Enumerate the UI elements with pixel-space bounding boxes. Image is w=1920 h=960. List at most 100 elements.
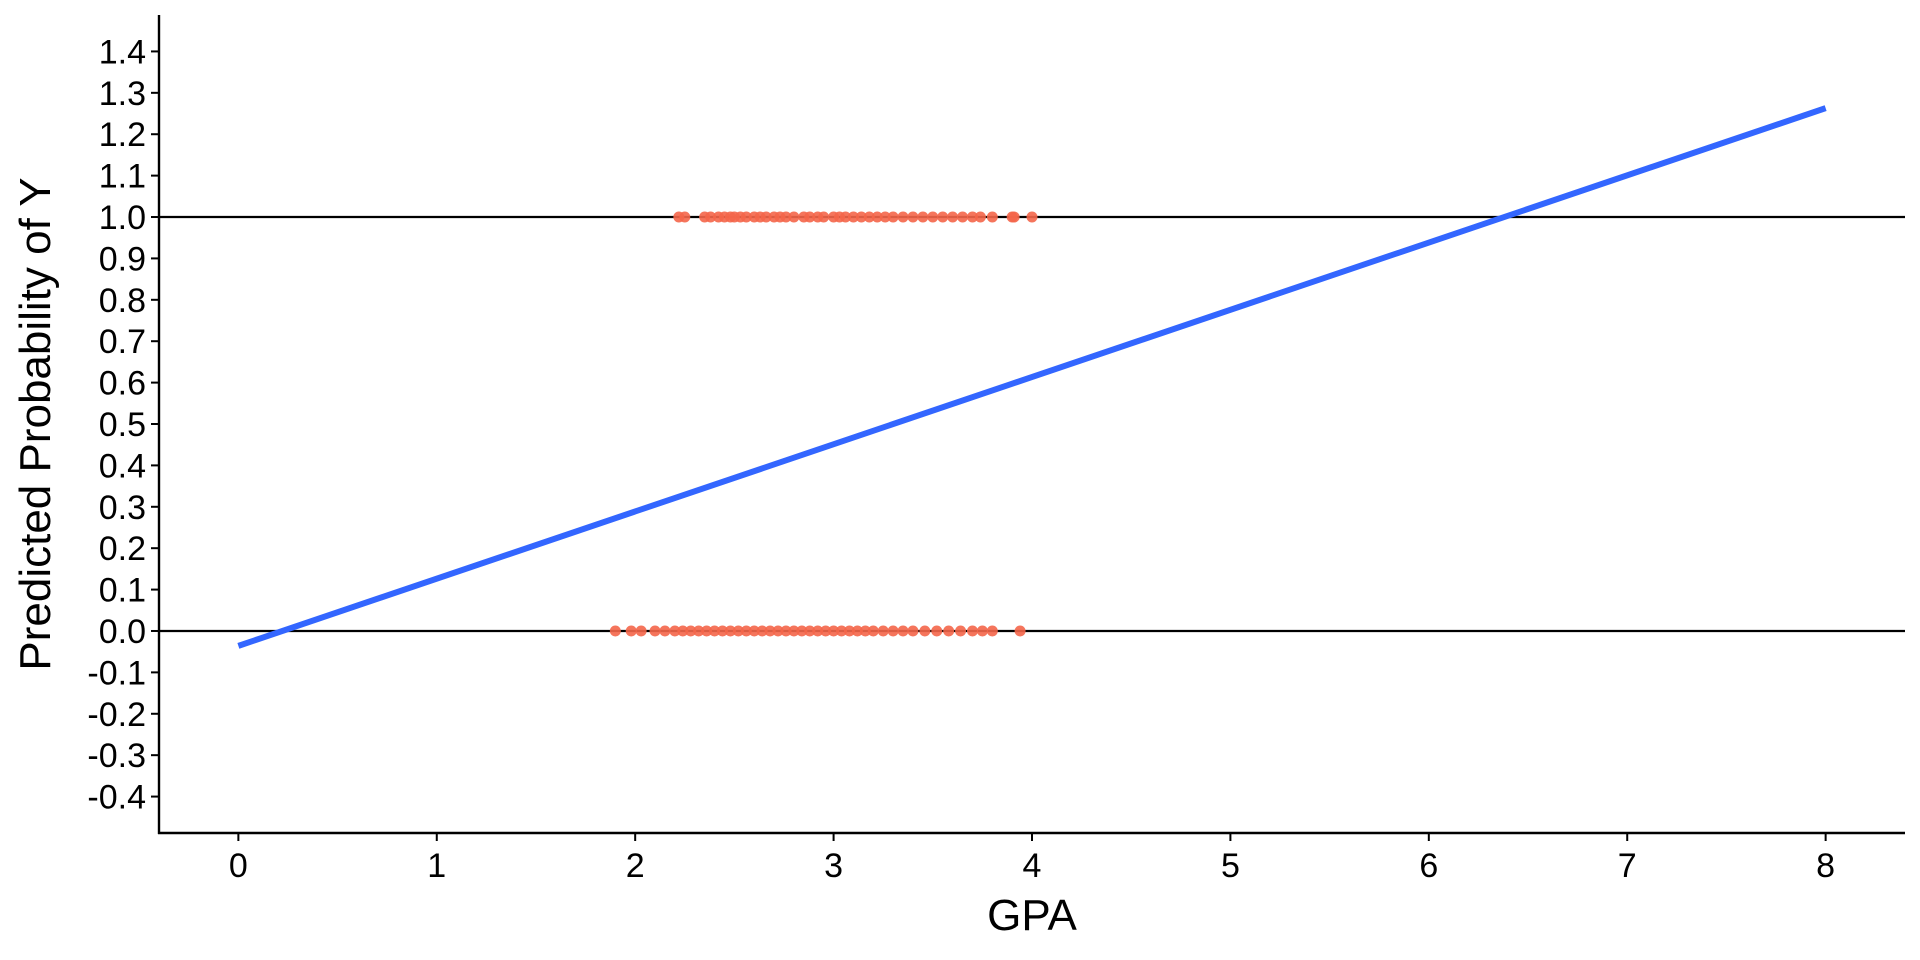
y-tick-label: 0.7 bbox=[99, 323, 146, 361]
y-tick-label: 0.3 bbox=[99, 489, 146, 527]
data-point bbox=[859, 625, 871, 637]
y-tick-label: 0.0 bbox=[99, 613, 146, 651]
data-point bbox=[828, 625, 840, 637]
data-point bbox=[701, 625, 713, 637]
data-point bbox=[732, 625, 744, 637]
y-tick-label: 0.1 bbox=[99, 572, 146, 610]
data-point bbox=[943, 625, 955, 637]
data-point bbox=[986, 625, 998, 637]
data-point bbox=[772, 625, 784, 637]
data-point bbox=[764, 625, 776, 637]
data-point bbox=[693, 625, 705, 637]
data-point bbox=[907, 625, 919, 637]
x-tick-label: 8 bbox=[1816, 847, 1835, 885]
y-tick-label: 1.4 bbox=[99, 33, 146, 71]
y-tick-label: 0.9 bbox=[99, 240, 146, 278]
data-point bbox=[812, 625, 824, 637]
data-point bbox=[760, 211, 772, 223]
x-tick-label: 5 bbox=[1221, 847, 1240, 885]
data-point bbox=[897, 625, 909, 637]
data-point bbox=[907, 211, 919, 223]
data-point bbox=[649, 625, 661, 637]
y-tick-label: -0.4 bbox=[87, 779, 146, 817]
data-point bbox=[937, 211, 949, 223]
data-point bbox=[871, 211, 883, 223]
data-point bbox=[740, 211, 752, 223]
y-tick-label: -0.2 bbox=[87, 696, 146, 734]
data-point bbox=[917, 211, 929, 223]
data-point bbox=[867, 625, 879, 637]
data-point bbox=[820, 625, 832, 637]
data-point bbox=[855, 211, 867, 223]
y-tick-label: 0.6 bbox=[99, 365, 146, 403]
y-tick-label: -0.3 bbox=[87, 737, 146, 775]
y-tick-label: 1.0 bbox=[99, 199, 146, 237]
data-point bbox=[887, 625, 899, 637]
y-tick-label: 0.5 bbox=[99, 406, 146, 444]
y-tick-label: 0.2 bbox=[99, 530, 146, 568]
data-point bbox=[679, 211, 691, 223]
data-point bbox=[887, 211, 899, 223]
y-tick-label: 1.2 bbox=[99, 116, 146, 154]
data-point bbox=[843, 625, 855, 637]
data-point bbox=[974, 211, 986, 223]
data-point bbox=[1026, 211, 1038, 223]
data-point bbox=[804, 625, 816, 637]
data-point bbox=[756, 625, 768, 637]
data-point bbox=[851, 625, 863, 637]
data-point bbox=[788, 625, 800, 637]
x-tick-label: 7 bbox=[1618, 847, 1637, 885]
data-point bbox=[609, 625, 621, 637]
data-point bbox=[966, 211, 978, 223]
data-point bbox=[780, 211, 792, 223]
data-point bbox=[804, 211, 816, 223]
data-point bbox=[966, 625, 978, 637]
data-point bbox=[740, 625, 752, 637]
y-tick-label: 0.4 bbox=[99, 447, 146, 485]
data-point bbox=[677, 625, 689, 637]
data-point bbox=[955, 625, 967, 637]
y-axis-title: Predicted Probability of Y bbox=[11, 177, 60, 670]
data-point bbox=[919, 625, 931, 637]
x-tick-label: 2 bbox=[626, 847, 645, 885]
data-point bbox=[1008, 211, 1020, 223]
data-point bbox=[709, 625, 721, 637]
data-point bbox=[818, 211, 830, 223]
data-point bbox=[724, 625, 736, 637]
data-point bbox=[635, 625, 647, 637]
x-tick-label: 1 bbox=[427, 847, 446, 885]
data-point bbox=[788, 211, 800, 223]
data-point bbox=[877, 625, 889, 637]
x-tick-label: 3 bbox=[824, 847, 843, 885]
y-tick-label: -0.1 bbox=[87, 654, 146, 692]
x-tick-label: 6 bbox=[1419, 847, 1438, 885]
data-point bbox=[839, 211, 851, 223]
y-tick-label: 1.1 bbox=[99, 158, 146, 196]
fit-line bbox=[237, 105, 1827, 649]
data-point bbox=[716, 625, 728, 637]
x-tick-label: 4 bbox=[1023, 847, 1042, 885]
data-point bbox=[931, 625, 943, 637]
data-point bbox=[879, 211, 891, 223]
data-point bbox=[947, 211, 959, 223]
data-point bbox=[669, 625, 681, 637]
data-point bbox=[796, 625, 808, 637]
data-point bbox=[897, 211, 909, 223]
data-point bbox=[863, 211, 875, 223]
x-axis-title: GPA bbox=[987, 891, 1077, 940]
data-point bbox=[957, 211, 969, 223]
data-point bbox=[705, 211, 717, 223]
data-point bbox=[685, 625, 697, 637]
data-point bbox=[927, 211, 939, 223]
y-tick-label: 1.3 bbox=[99, 75, 146, 113]
data-point bbox=[986, 211, 998, 223]
data-point bbox=[659, 625, 671, 637]
data-point bbox=[748, 625, 760, 637]
x-tick-label: 0 bbox=[229, 847, 248, 885]
data-point bbox=[780, 625, 792, 637]
data-point bbox=[1014, 625, 1026, 637]
data-point bbox=[976, 625, 988, 637]
data-point bbox=[847, 211, 859, 223]
y-tick-label: 0.8 bbox=[99, 282, 146, 320]
